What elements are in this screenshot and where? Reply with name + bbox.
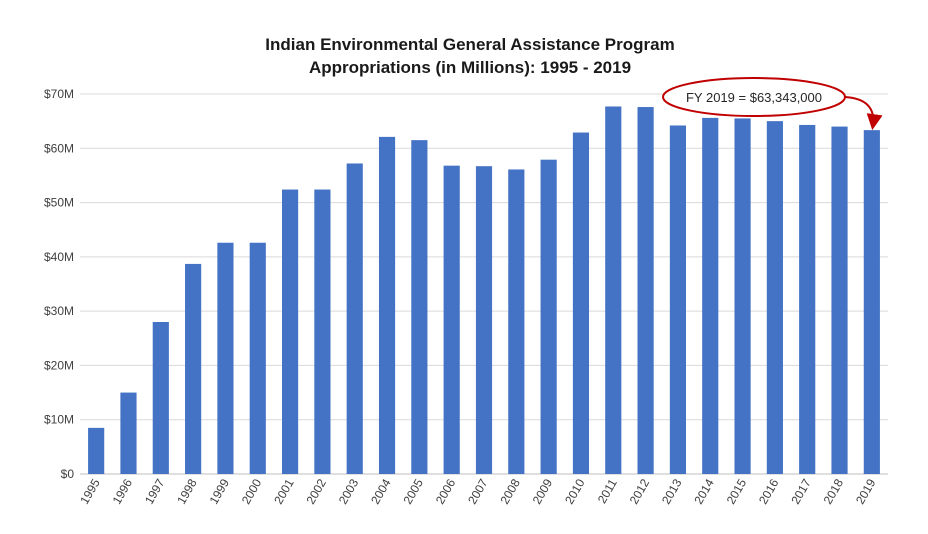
x-tick-label: 2013 (659, 476, 685, 506)
bar-1999 (217, 242, 234, 474)
bar-1997 (152, 322, 169, 474)
bar-2018 (831, 126, 848, 475)
bar-1996 (120, 392, 137, 474)
y-tick-label: $30M (44, 304, 74, 318)
y-tick-label: $20M (44, 358, 74, 372)
x-tick-label: 2008 (497, 476, 523, 506)
bar-2006 (443, 165, 460, 474)
x-tick-label: 2002 (304, 476, 330, 506)
y-tick-label: $0 (61, 467, 75, 481)
x-tick-label: 2007 (465, 476, 491, 506)
x-tick-label: 1999 (207, 476, 233, 506)
x-tick-label: 2005 (400, 476, 426, 506)
x-tick-label: 2000 (239, 476, 265, 506)
bar-2000 (249, 242, 266, 474)
chart-subtitle: Appropriations (in Millions): 1995 - 201… (309, 58, 631, 77)
bar-2003 (346, 163, 363, 474)
annotation-arrow (844, 96, 883, 131)
bar-2015 (734, 118, 751, 474)
x-tick-label: 2012 (627, 476, 653, 506)
x-tick-label: 2010 (562, 476, 588, 506)
bar-2016 (766, 121, 783, 475)
y-tick-label: $70M (44, 87, 74, 101)
x-tick-label: 1998 (174, 476, 200, 506)
bar-2004 (378, 136, 396, 474)
x-tick-label: 1996 (110, 476, 136, 506)
bar-2007 (475, 166, 493, 474)
y-tick-label: $10M (44, 413, 74, 427)
bar-2013 (669, 125, 686, 474)
x-tick-label: 2004 (368, 476, 394, 506)
bar-2010 (572, 132, 590, 475)
y-tick-label: $50M (44, 196, 74, 210)
x-tick-label: 2018 (821, 476, 847, 506)
x-tick-label: 2009 (530, 476, 556, 506)
y-axis-labels: $0 $10M $20M $30M $40M $50M $60M $70M (44, 87, 74, 481)
x-tick-label: 2003 (336, 476, 362, 506)
bars (88, 106, 880, 475)
chart-title: Indian Environmental General Assistance … (265, 35, 674, 54)
y-tick-label: $40M (44, 250, 74, 264)
bar-1995 (88, 427, 105, 474)
bar-2002 (314, 189, 331, 475)
x-tick-label: 2017 (788, 476, 814, 506)
x-tick-label: 2019 (853, 476, 879, 506)
x-tick-label: 1995 (77, 476, 103, 506)
x-tick-label: 2006 (433, 476, 459, 506)
bar-2019 (863, 130, 880, 474)
bar-2008 (508, 169, 525, 474)
x-tick-label: 2015 (724, 476, 750, 506)
y-tick-label: $60M (44, 141, 74, 155)
bar-2014 (702, 117, 719, 474)
x-tick-label: 2001 (271, 476, 297, 506)
bar-2001 (282, 189, 299, 475)
bar-2017 (799, 124, 816, 474)
bar-2009 (540, 159, 557, 474)
x-tick-label: 2011 (595, 476, 620, 506)
annotation: FY 2019 = $63,343,000 (662, 77, 883, 131)
bar-1998 (185, 263, 202, 474)
x-axis-labels: 1995 1996 1997 1998 1999 2000 2001 2002 2003 2004… (77, 476, 878, 506)
x-tick-label: 1997 (142, 476, 168, 506)
x-tick-label: 2014 (691, 476, 717, 506)
x-tick-label: 2016 (756, 476, 782, 506)
annotation-label: FY 2019 = $63,343,000 (686, 90, 822, 105)
bar-2005 (411, 140, 428, 474)
bar-2012 (637, 107, 654, 475)
bar-2011 (605, 106, 622, 474)
